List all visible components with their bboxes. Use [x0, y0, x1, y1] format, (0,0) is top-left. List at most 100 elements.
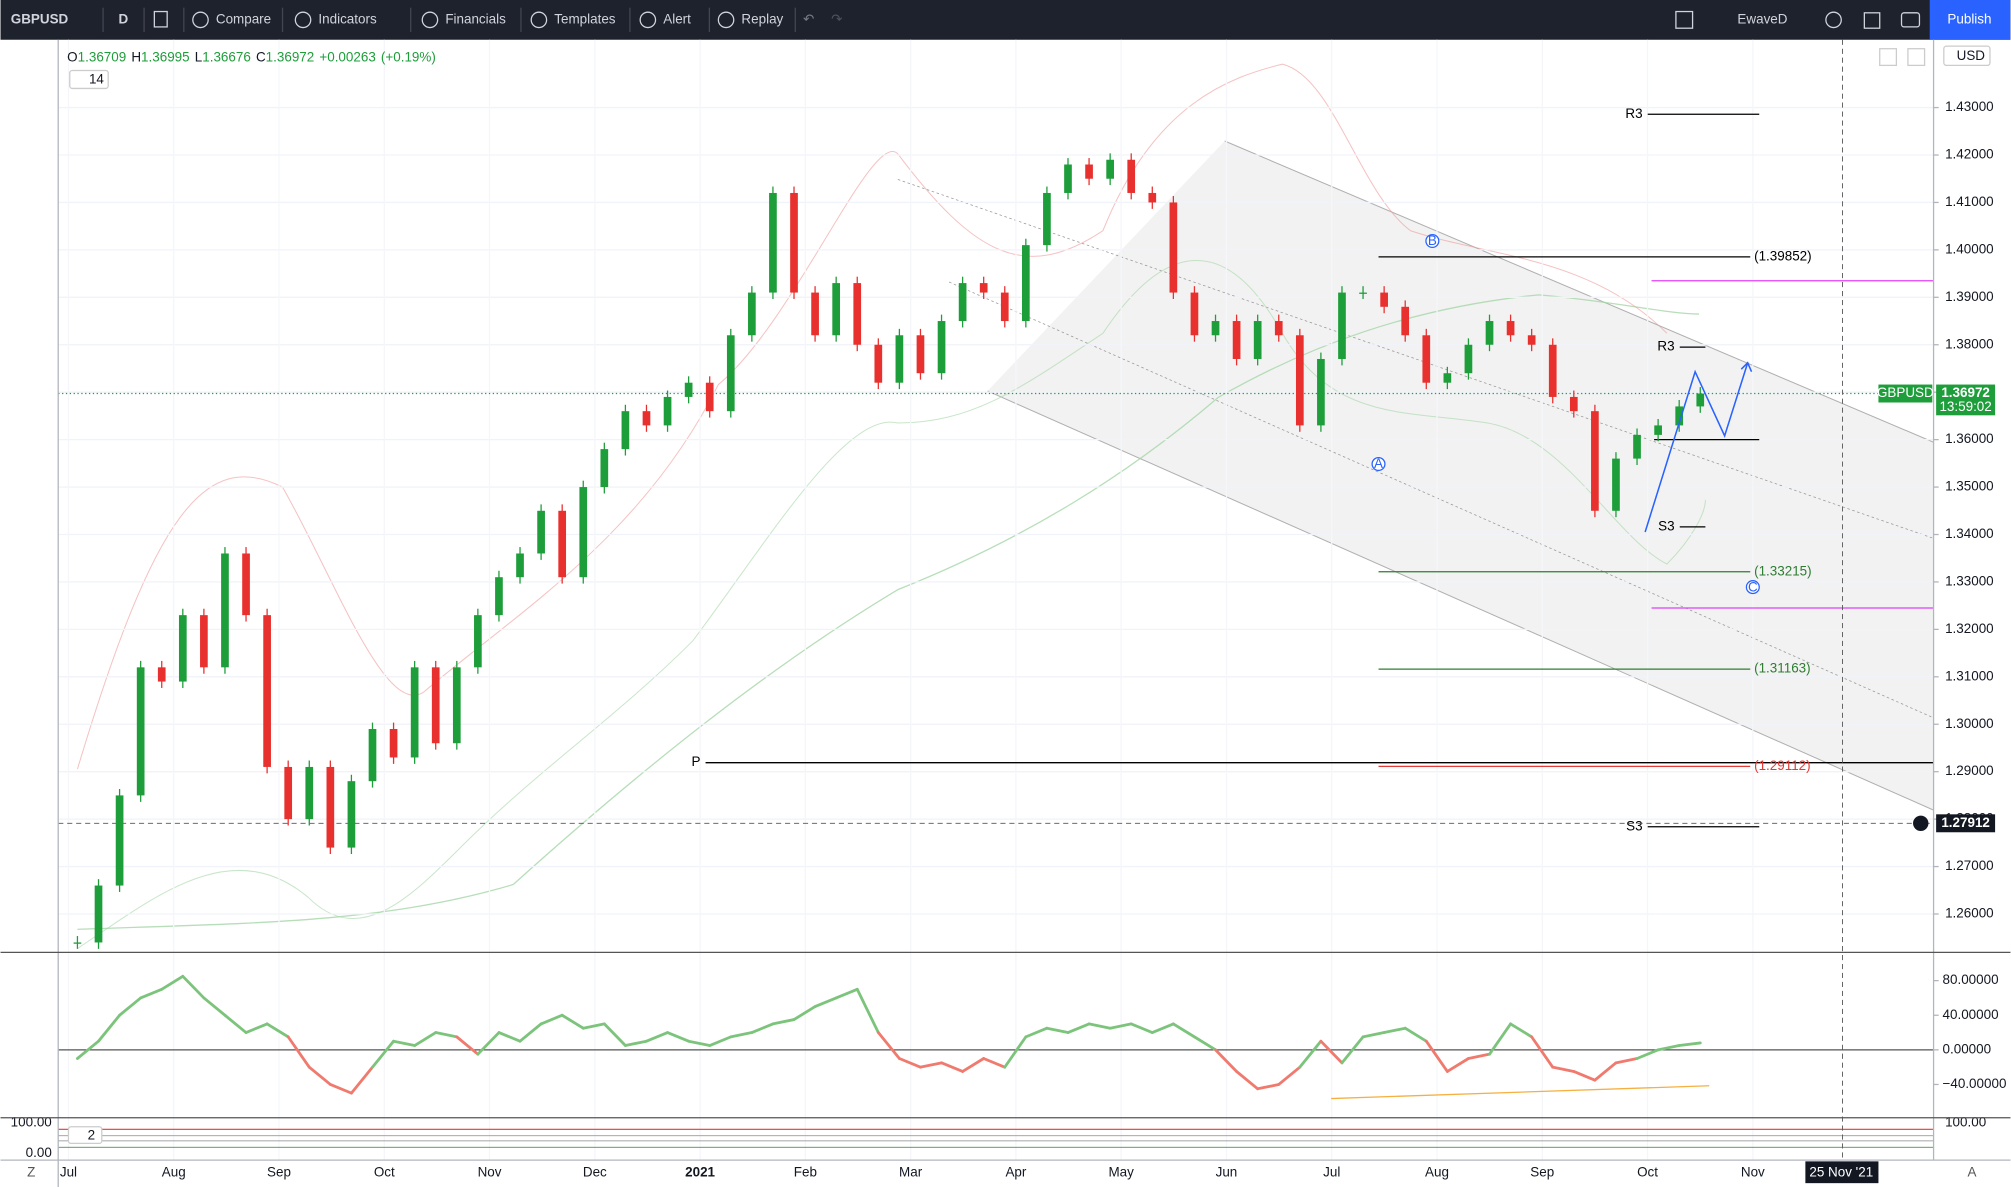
toolbar-button[interactable]: Templates [554, 11, 616, 26]
candle [1338, 286, 1346, 366]
oscillator-segment [581, 1022, 606, 1030]
redo[interactable]: ↷ [831, 11, 842, 26]
candle [642, 404, 651, 432]
undo[interactable]: ↶ [803, 11, 814, 26]
candle-body [832, 283, 841, 336]
currency-box[interactable] [1943, 45, 1991, 67]
stoch-badge[interactable]: 2 [88, 1127, 95, 1142]
y-tick-label: 1.35000 [1945, 479, 1994, 494]
oscillator-segment [350, 1065, 374, 1095]
fullscreen-icon[interactable] [1863, 12, 1881, 29]
candle-body [811, 292, 819, 336]
candle [431, 660, 440, 750]
candle [832, 276, 841, 342]
candle [853, 276, 862, 352]
countdown: 13:59:02 [1939, 399, 1991, 414]
oscillator-segment [961, 1057, 986, 1073]
level-label: S3 [1658, 518, 1674, 533]
moving-average [77, 294, 1699, 930]
toolbar-button[interactable]: Compare [216, 11, 271, 26]
last-price-tag [1936, 384, 1996, 416]
candle [895, 328, 904, 390]
snapshot-icon[interactable] [1900, 12, 1921, 28]
button-icon[interactable] [639, 11, 657, 29]
crosshair-date: 25 Nov '21 [1809, 1164, 1873, 1179]
candle-body [157, 667, 166, 682]
crosshair-add[interactable] [1913, 815, 1929, 831]
wave-label: A [1374, 456, 1383, 471]
candle [1422, 328, 1431, 390]
oscillator-segment [371, 1039, 395, 1069]
candle [73, 936, 82, 949]
button-icon[interactable] [421, 11, 439, 29]
bollinger-lower [77, 259, 1706, 950]
oscillator-segment [1424, 1039, 1449, 1073]
layout-icon[interactable] [1675, 10, 1694, 29]
toolbar-button[interactable]: Financials [445, 11, 506, 26]
corner-right[interactable]: A [1968, 1164, 1977, 1179]
oscillator-segment [1150, 1022, 1175, 1034]
layout-name[interactable]: EwaveD [1737, 11, 1787, 26]
candle-body [1043, 192, 1051, 246]
candle [284, 760, 293, 826]
oscillator-segment [1530, 1035, 1555, 1069]
x-tick-label: Mar [899, 1164, 923, 1179]
settings-icon[interactable] [1825, 11, 1842, 29]
x-tick-label: 2021 [685, 1164, 715, 1179]
toolbar-button[interactable]: Replay [741, 11, 783, 26]
toolbar-button[interactable]: Indicators [318, 11, 377, 26]
stoch-badge-box[interactable] [67, 1126, 103, 1145]
oscillator-segment [1551, 1065, 1576, 1073]
oscillator-segment [1087, 1022, 1112, 1030]
candle-body [1612, 458, 1620, 511]
level-label: (1.29112) [1754, 758, 1811, 773]
candle-body [1232, 321, 1241, 359]
candle-body [1274, 321, 1283, 336]
oscillator-segment [76, 1039, 100, 1060]
button-icon[interactable] [530, 11, 548, 29]
button-icon[interactable] [294, 11, 312, 29]
toolbar-button[interactable]: Alert [663, 11, 691, 26]
candle [1317, 352, 1325, 432]
oscillator-segment [160, 974, 185, 991]
indicator-badge-box[interactable] [69, 69, 109, 90]
level-label: R3 [1625, 106, 1642, 121]
ohlc-legend: O1.36709 H1.36995 L1.36676 C1.36972 +0.00263… [67, 49, 436, 64]
candle-body [1338, 292, 1346, 359]
candle-body [495, 577, 503, 616]
oscillator-segment [1298, 1039, 1323, 1069]
oscillator-segment [1403, 1026, 1428, 1043]
candle [811, 286, 819, 342]
indicator-badge[interactable]: 14 [89, 72, 104, 87]
candle-body [326, 766, 335, 848]
oscillator-segment [855, 987, 880, 1034]
x-tick-label: Aug [1425, 1164, 1449, 1179]
corner-left[interactable]: Z [27, 1164, 35, 1179]
candle-body [284, 766, 293, 820]
publish[interactable]: Publish [1947, 11, 1991, 26]
oscillator-segment [1235, 1070, 1260, 1091]
candle [1190, 286, 1199, 342]
interval[interactable]: D [118, 11, 128, 26]
candle [1127, 153, 1136, 200]
button-icon[interactable] [192, 11, 209, 29]
currency[interactable]: USD [1957, 48, 1986, 63]
candle-body [136, 667, 145, 796]
scroll-button[interactable] [1879, 48, 1898, 67]
chart-style-icon[interactable] [153, 10, 168, 28]
symbol[interactable]: GBPUSD [11, 11, 69, 26]
oscillator-segment [286, 1035, 311, 1069]
candle [1021, 238, 1030, 328]
candle-body [1064, 164, 1072, 193]
candle [136, 660, 145, 802]
candle [874, 338, 883, 390]
change: +0.00263 [319, 49, 375, 64]
candle-body [1380, 292, 1388, 307]
candle [410, 660, 419, 764]
oscillator-segment [1572, 1070, 1597, 1082]
publish-button[interactable] [1929, 0, 2011, 40]
candle-body [1443, 373, 1452, 383]
reset-button[interactable] [1907, 48, 1926, 67]
button-icon[interactable] [717, 11, 735, 29]
candle [1085, 158, 1093, 186]
